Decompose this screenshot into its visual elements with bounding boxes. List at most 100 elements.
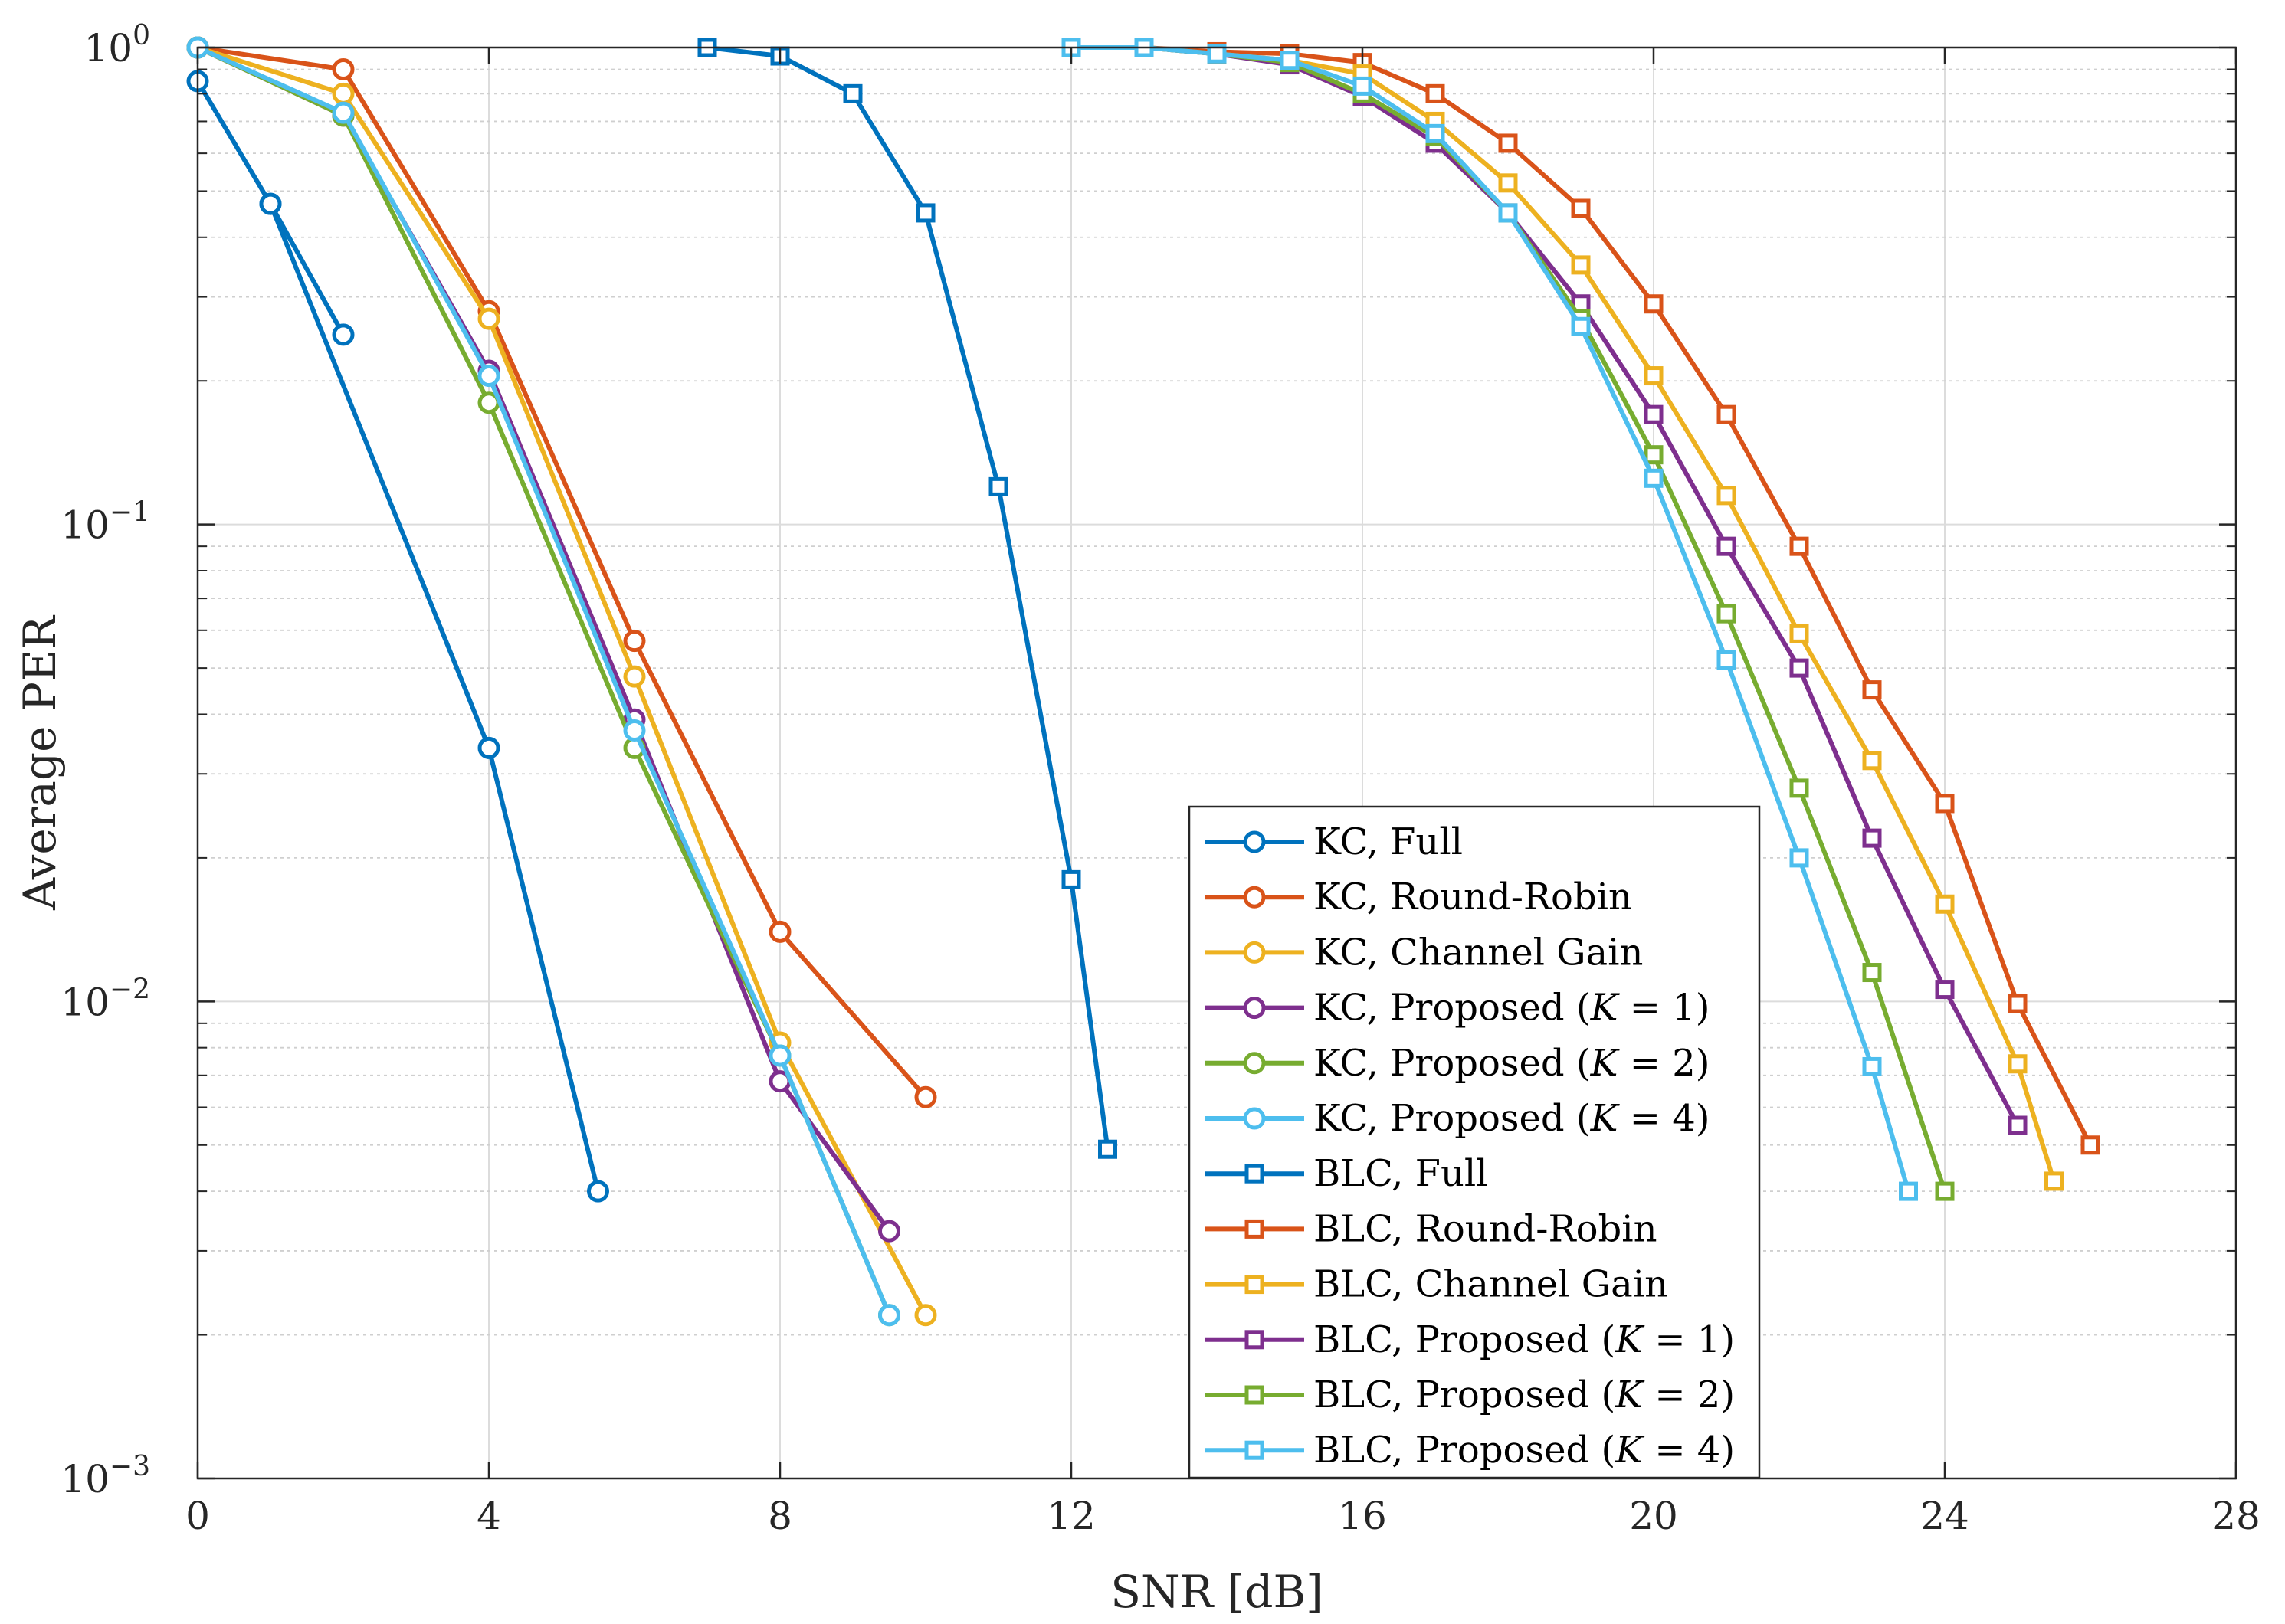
legend: KC, Full KC, Round-Robin KC, Channel Gain K… — [1188, 805, 1761, 1479]
legend-marker — [1243, 886, 1266, 909]
legend-box — [1188, 805, 1761, 1479]
data-point — [769, 1044, 792, 1067]
data-point — [1571, 198, 1591, 218]
data-point — [1862, 963, 1882, 983]
legend-item: KC, Proposed (K = 1) — [1205, 987, 1710, 1030]
data-point — [1716, 404, 1736, 424]
axis-ticks: 0 4 8 12 16 20 24 28 100 10−1 10−2 10−3 — [61, 20, 2260, 1538]
data-point — [1098, 1139, 1117, 1159]
data-point — [1425, 83, 1445, 103]
legend-marker — [1243, 997, 1266, 1020]
legend-label: BLC, Channel Gain — [1313, 1263, 1668, 1306]
data-point — [1789, 658, 1809, 678]
data-point — [1280, 51, 1300, 70]
data-point — [1862, 828, 1882, 848]
data-point — [1862, 751, 1882, 771]
data-point — [878, 1304, 900, 1327]
data-point — [878, 1220, 900, 1243]
y-axis-label: Average PER — [14, 614, 66, 911]
data-point — [1935, 894, 1955, 914]
legend-item: KC, Proposed (K = 2) — [1205, 1042, 1710, 1085]
legend-label: BLC, Proposed (K = 4) — [1313, 1429, 1735, 1472]
legend-item: KC, Full — [1205, 820, 1463, 863]
series-line — [197, 45, 928, 1317]
x-tick-label: 0 — [185, 1494, 210, 1538]
data-point — [332, 82, 355, 105]
legend-label: KC, Proposed (K = 2) — [1313, 1042, 1710, 1085]
legend-marker — [1243, 830, 1266, 853]
data-point — [988, 476, 1008, 496]
data-point — [1425, 123, 1445, 143]
data-point — [2008, 1054, 2028, 1074]
data-point — [1862, 680, 1882, 700]
data-point — [1935, 1181, 1955, 1201]
data-point — [914, 1304, 937, 1327]
legend-label: KC, Proposed (K = 4) — [1313, 1097, 1710, 1140]
data-point — [769, 920, 792, 943]
data-point — [1716, 650, 1736, 670]
data-point — [623, 630, 646, 653]
legend-label: KC, Proposed (K = 1) — [1313, 987, 1710, 1030]
data-point — [1789, 536, 1809, 556]
data-point — [1789, 624, 1809, 643]
x-tick-label: 8 — [768, 1494, 792, 1538]
y-tick-label: 10−1 — [61, 497, 150, 548]
data-point — [2008, 994, 2028, 1013]
data-point — [1571, 316, 1591, 336]
data-point — [1716, 486, 1736, 506]
legend-label: KC, Channel Gain — [1313, 931, 1643, 974]
data-point — [1644, 445, 1664, 465]
data-point — [587, 1180, 609, 1203]
data-point — [1498, 173, 1518, 193]
data-point — [1935, 980, 1955, 1000]
legend-marker — [1243, 941, 1266, 964]
series-blc-proposed-k-4 — [1061, 38, 1918, 1201]
series-kc-full — [186, 70, 609, 1203]
legend-marker — [1244, 1219, 1264, 1239]
data-point — [477, 365, 500, 388]
legend-label: BLC, Round-Robin — [1313, 1207, 1657, 1250]
legend-item: BLC, Proposed (K = 1) — [1205, 1318, 1735, 1361]
data-point — [259, 192, 282, 215]
x-axis-label: SNR [dB] — [1110, 1566, 1323, 1618]
x-tick-label: 24 — [1920, 1494, 1969, 1538]
data-point — [914, 1085, 937, 1108]
data-point — [1789, 848, 1809, 868]
legend-item: BLC, Proposed (K = 2) — [1205, 1374, 1735, 1416]
y-tick-label: 10−3 — [61, 1451, 150, 1501]
x-tick-label: 16 — [1338, 1494, 1387, 1538]
data-point — [916, 203, 936, 223]
data-point — [1899, 1181, 1918, 1201]
data-point — [1935, 794, 1955, 814]
data-point — [1862, 1056, 1882, 1076]
x-tick-label: 20 — [1629, 1494, 1678, 1538]
data-point — [1498, 133, 1518, 153]
x-tick-label: 12 — [1047, 1494, 1096, 1538]
data-point — [843, 83, 863, 103]
data-point — [477, 307, 500, 330]
data-point — [1207, 44, 1227, 64]
data-point — [623, 665, 646, 688]
legend-item: BLC, Round-Robin — [1205, 1207, 1657, 1250]
series-line — [196, 45, 892, 1316]
data-point — [1498, 203, 1518, 223]
y-tick-label: 100 — [84, 20, 150, 70]
legend-item: KC, Channel Gain — [1205, 931, 1643, 974]
legend-label: BLC, Full — [1313, 1152, 1488, 1195]
legend-marker — [1244, 1440, 1264, 1460]
data-point — [1716, 536, 1736, 556]
legend-item: KC, Round-Robin — [1205, 876, 1632, 918]
data-point — [1352, 76, 1372, 96]
legend-label: KC, Full — [1313, 820, 1463, 863]
data-point — [1571, 255, 1591, 275]
data-point — [2080, 1135, 2100, 1155]
data-point — [2044, 1171, 2064, 1191]
data-point — [477, 736, 500, 759]
data-point — [332, 323, 355, 346]
data-point — [332, 57, 355, 80]
legend-item: BLC, Proposed (K = 4) — [1205, 1429, 1735, 1472]
data-point — [1061, 869, 1081, 889]
legend-label: KC, Round-Robin — [1313, 876, 1632, 918]
